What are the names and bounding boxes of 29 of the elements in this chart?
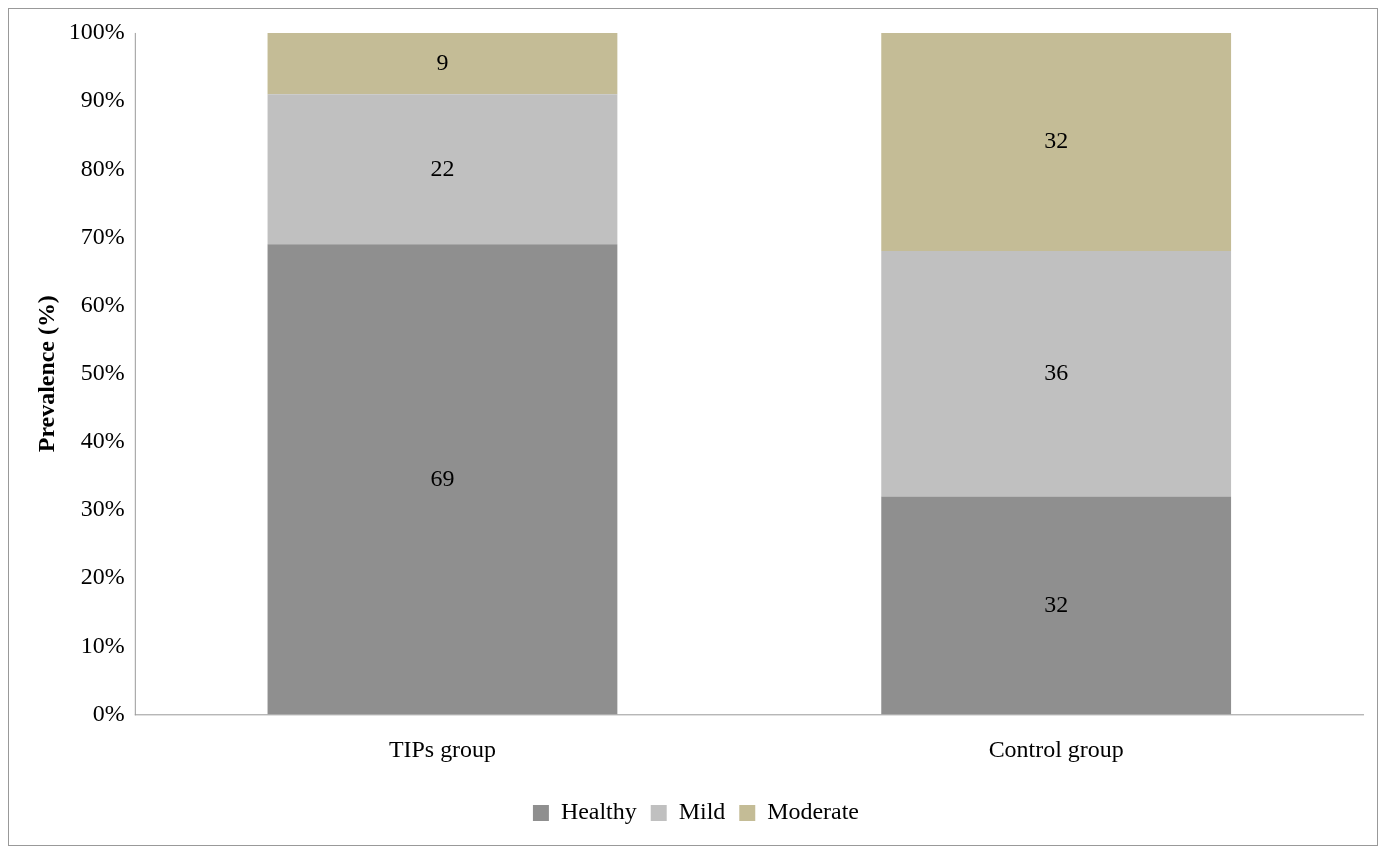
y-tick-label: 50%	[80, 359, 125, 386]
y-tick-label: 70%	[80, 222, 125, 249]
legend-label: Mild	[678, 798, 726, 825]
y-tick-label: 40%	[80, 427, 125, 454]
bar	[267, 244, 618, 715]
y-tick-label: 60%	[80, 290, 125, 317]
y-tick-label: 0%	[92, 699, 125, 726]
legend-label: Healthy	[560, 798, 637, 825]
y-tick-label: 20%	[80, 563, 125, 590]
data-label: 22	[430, 154, 455, 181]
x-tick-label: TIPs group	[388, 736, 497, 763]
y-tick-label: 10%	[80, 631, 125, 658]
data-label: 36	[1044, 359, 1069, 386]
data-label: 32	[1044, 127, 1069, 154]
data-label: 69	[430, 464, 455, 491]
y-tick-label: 80%	[80, 154, 125, 181]
x-tick-label: Control group	[988, 736, 1124, 763]
bar	[881, 251, 1232, 497]
data-label: 32	[1044, 590, 1069, 617]
legend-label: Moderate	[767, 798, 859, 825]
y-tick-label: 90%	[80, 86, 125, 113]
bar	[267, 94, 618, 245]
y-axis-title: Prevalence (%)	[32, 295, 59, 453]
data-label: 9	[436, 48, 449, 75]
y-tick-label: 30%	[80, 495, 125, 522]
bar	[881, 496, 1232, 715]
bar	[881, 32, 1232, 252]
y-tick-label: 100%	[68, 18, 125, 45]
bar	[267, 32, 618, 95]
